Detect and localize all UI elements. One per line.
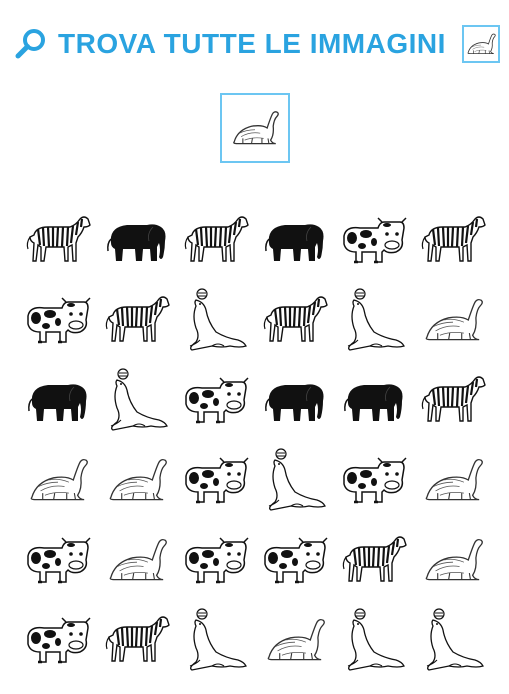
grid-cell-zebra[interactable] xyxy=(176,200,255,280)
grid-cell-cow[interactable] xyxy=(18,520,97,600)
grid-cell-seal[interactable] xyxy=(176,600,255,680)
grid-cell-elephant[interactable] xyxy=(334,360,413,440)
grid-cell-zebra[interactable] xyxy=(255,280,334,360)
grid-cell-cow[interactable] xyxy=(334,440,413,520)
page-title: TROVA TUTTE LE IMMAGINI xyxy=(58,28,446,59)
zebra-icon xyxy=(184,216,249,262)
zebra-icon xyxy=(421,376,486,422)
target-image xyxy=(220,93,290,163)
grid-cell-seal[interactable] xyxy=(334,600,413,680)
grid-cell-seal[interactable] xyxy=(255,440,334,520)
grid-cell-zebra[interactable] xyxy=(334,520,413,600)
grid-cell-dinosaur[interactable] xyxy=(413,280,492,360)
grid-cell-zebra[interactable] xyxy=(97,280,176,360)
grid-cell-zebra[interactable] xyxy=(413,360,492,440)
zebra-icon xyxy=(26,216,91,262)
grid-cell-cow[interactable] xyxy=(18,280,97,360)
elephant-icon xyxy=(106,224,165,261)
zebra-icon xyxy=(263,296,328,342)
elephant-icon xyxy=(264,224,323,261)
grid-cell-dinosaur[interactable] xyxy=(255,600,334,680)
seal-icon xyxy=(189,288,247,351)
zebra-icon xyxy=(105,616,170,662)
seal-icon xyxy=(268,448,326,511)
cow-icon xyxy=(26,537,91,584)
elephant-icon xyxy=(264,384,323,421)
grid-cell-cow[interactable] xyxy=(334,200,413,280)
grid-cell-cow[interactable] xyxy=(176,520,255,600)
dinosaur-icon xyxy=(425,298,483,341)
cow-icon xyxy=(184,377,249,424)
target-thumbnail xyxy=(462,25,500,63)
cow-icon xyxy=(342,457,407,504)
cow-icon xyxy=(184,457,249,504)
grid-cell-dinosaur[interactable] xyxy=(18,440,97,520)
grid-cell-elephant[interactable] xyxy=(97,200,176,280)
grid-cell-elephant[interactable] xyxy=(255,360,334,440)
dinosaur-icon xyxy=(109,538,167,581)
grid-cell-cow[interactable] xyxy=(176,440,255,520)
grid-cell-seal[interactable] xyxy=(176,280,255,360)
grid-cell-seal[interactable] xyxy=(97,360,176,440)
cow-icon xyxy=(26,617,91,664)
grid-cell-zebra[interactable] xyxy=(413,200,492,280)
grid-cell-zebra[interactable] xyxy=(97,600,176,680)
dinosaur-icon xyxy=(233,111,279,145)
animal-grid xyxy=(18,200,492,680)
grid-cell-dinosaur[interactable] xyxy=(97,520,176,600)
dinosaur-icon xyxy=(109,458,167,501)
elephant-icon xyxy=(27,384,86,421)
seal-icon xyxy=(426,608,484,671)
cow-icon xyxy=(184,537,249,584)
dinosaur-icon xyxy=(425,538,483,581)
grid-cell-elephant[interactable] xyxy=(255,200,334,280)
dinosaur-icon xyxy=(267,618,325,661)
grid-cell-dinosaur[interactable] xyxy=(413,520,492,600)
seal-icon xyxy=(110,368,168,431)
header: TROVA TUTTE LE IMMAGINI xyxy=(14,24,446,64)
elephant-icon xyxy=(343,384,402,421)
zebra-icon xyxy=(105,296,170,342)
search-icon xyxy=(15,29,45,59)
cow-icon xyxy=(263,537,328,584)
grid-cell-elephant[interactable] xyxy=(18,360,97,440)
dinosaur-icon xyxy=(467,33,496,54)
grid-cell-seal[interactable] xyxy=(334,280,413,360)
grid-cell-dinosaur[interactable] xyxy=(97,440,176,520)
zebra-icon xyxy=(421,216,486,262)
dinosaur-icon xyxy=(425,458,483,501)
dinosaur-icon xyxy=(30,458,88,501)
seal-icon xyxy=(347,288,405,351)
seal-icon xyxy=(347,608,405,671)
cow-icon xyxy=(26,297,91,344)
grid-cell-dinosaur[interactable] xyxy=(413,440,492,520)
grid-cell-seal[interactable] xyxy=(413,600,492,680)
cow-icon xyxy=(342,217,407,264)
grid-cell-cow[interactable] xyxy=(18,600,97,680)
seal-icon xyxy=(189,608,247,671)
zebra-icon xyxy=(342,536,407,582)
grid-cell-cow[interactable] xyxy=(255,520,334,600)
grid-cell-cow[interactable] xyxy=(176,360,255,440)
grid-cell-zebra[interactable] xyxy=(18,200,97,280)
